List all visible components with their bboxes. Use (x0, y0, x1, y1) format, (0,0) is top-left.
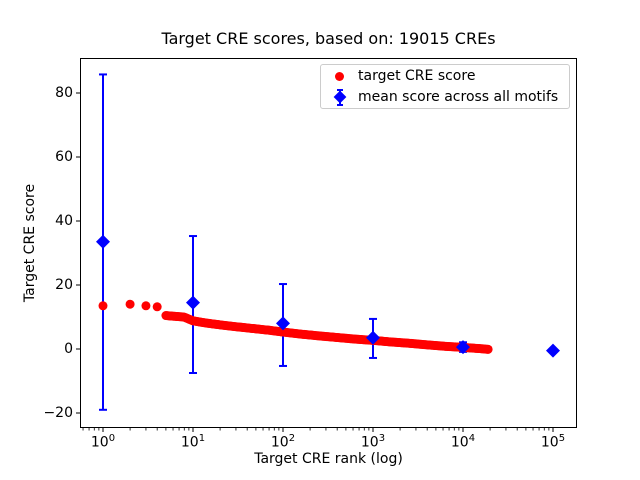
plot-area (80, 58, 577, 428)
chart-title: Target CRE scores, based on: 19015 CREs (161, 29, 496, 48)
mean-score-marker-icon (321, 88, 358, 107)
x-tick-label: 105 (540, 433, 566, 451)
legend-label-mean-score: mean score across all motifs (358, 89, 559, 105)
legend-label-target-score: target CRE score (358, 68, 476, 84)
x-tick-label: 103 (360, 433, 386, 451)
legend: target CRE score mean score across all m… (320, 64, 570, 109)
y-tick-label: 40 (55, 213, 73, 229)
legend-entry-target-score: target CRE score (321, 67, 569, 86)
x-axis-label: Target CRE rank (log) (254, 451, 403, 467)
legend-entry-mean-score: mean score across all motifs (321, 88, 569, 107)
x-tick-label: 102 (270, 433, 296, 451)
x-tick-label: 104 (450, 433, 476, 451)
y-tick-label: 0 (64, 341, 73, 357)
target-score-marker-icon (321, 67, 358, 86)
x-tick-label: 101 (180, 433, 206, 451)
y-tick-label: 80 (55, 85, 73, 101)
y-axis-label: Target CRE score (22, 183, 38, 303)
x-tick-label: 100 (90, 433, 116, 451)
y-tick-label: 60 (55, 149, 73, 165)
y-tick-label: −20 (43, 405, 73, 421)
y-tick-label: 20 (55, 277, 73, 293)
